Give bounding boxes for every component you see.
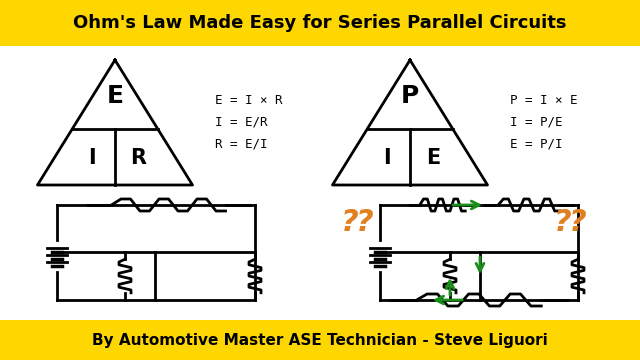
Text: P = I × E: P = I × E bbox=[510, 94, 577, 107]
Text: ?: ? bbox=[341, 207, 359, 237]
Text: P: P bbox=[401, 84, 419, 108]
Text: ?: ? bbox=[355, 207, 373, 237]
Bar bbox=[0, 0, 640, 46]
Text: R = E/I: R = E/I bbox=[215, 138, 268, 150]
Bar bbox=[0, 320, 640, 360]
Text: E = I × R: E = I × R bbox=[215, 94, 282, 107]
Text: I = P/E: I = P/E bbox=[510, 116, 563, 129]
Text: Ohm's Law Made Easy for Series Parallel Circuits: Ohm's Law Made Easy for Series Parallel … bbox=[73, 14, 567, 32]
Text: ?: ? bbox=[568, 207, 586, 237]
Text: ?: ? bbox=[554, 207, 572, 237]
Text: R: R bbox=[131, 148, 147, 168]
Text: I: I bbox=[88, 148, 95, 168]
Text: I: I bbox=[383, 148, 390, 168]
Text: By Automotive Master ASE Technician - Steve Liguori: By Automotive Master ASE Technician - St… bbox=[92, 333, 548, 347]
Text: E: E bbox=[426, 148, 440, 168]
Text: E: E bbox=[106, 84, 124, 108]
Text: E = P/I: E = P/I bbox=[510, 138, 563, 150]
Text: I = E/R: I = E/R bbox=[215, 116, 268, 129]
